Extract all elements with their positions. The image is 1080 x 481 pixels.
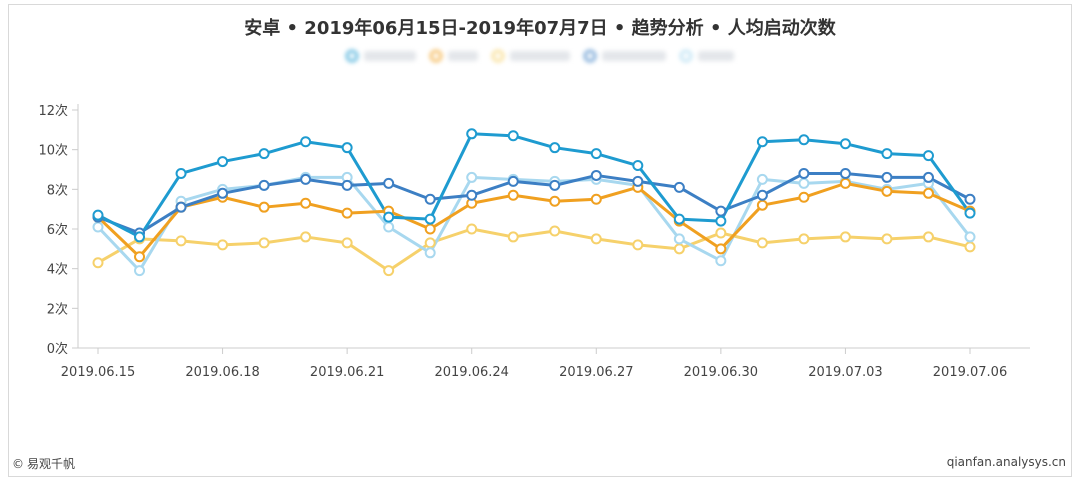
legend-item[interactable] [680, 50, 734, 62]
legend-label [602, 51, 666, 61]
brand-label: 易观千帆 [27, 457, 76, 471]
legend-label [698, 51, 734, 61]
chart-legend[interactable] [0, 50, 1080, 62]
legend-label [510, 51, 570, 61]
legend-item[interactable] [492, 50, 570, 62]
legend-marker [584, 50, 596, 62]
legend-marker [346, 50, 358, 62]
legend-item[interactable] [584, 50, 666, 62]
legend-label [364, 51, 416, 61]
legend-marker [492, 50, 504, 62]
footer-brand: © 易观千帆 [12, 455, 75, 472]
legend-item[interactable] [346, 50, 416, 62]
chart-frame [8, 4, 1072, 477]
legend-label [448, 51, 478, 61]
legend-item[interactable] [430, 50, 478, 62]
footer-url: qianfan.analysys.cn [946, 455, 1066, 469]
chart-title: 安卓 • 2019年06月15日-2019年07月7日 • 趋势分析 • 人均启… [244, 18, 836, 39]
copyright-icon: © [12, 456, 24, 471]
legend-marker [430, 50, 442, 62]
legend-marker [680, 50, 692, 62]
